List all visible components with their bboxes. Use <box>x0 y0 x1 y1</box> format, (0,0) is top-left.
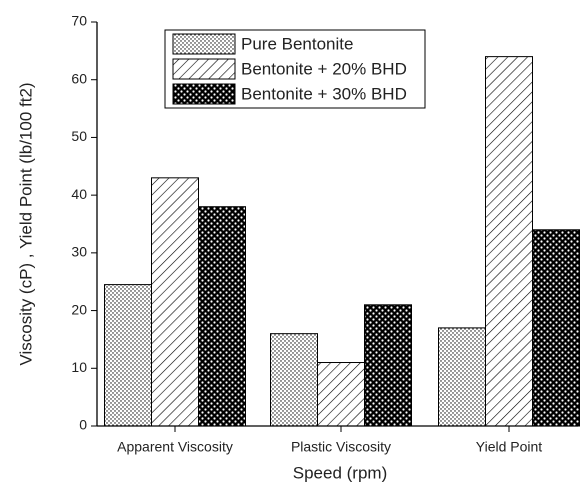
x-tick-label: Apparent Viscosity <box>117 439 233 455</box>
bar <box>198 206 246 427</box>
bar <box>532 229 580 427</box>
legend-swatch <box>172 83 236 105</box>
y-tick-label: 50 <box>71 128 87 144</box>
legend-label: Pure Bentonite <box>241 34 353 53</box>
legend-swatch <box>172 33 236 55</box>
x-axis-label: Speed (rpm) <box>293 463 387 482</box>
y-tick-label: 10 <box>71 359 87 375</box>
bar <box>364 304 412 427</box>
bar <box>104 284 152 427</box>
legend-label: Bentonite + 20% BHD <box>241 59 407 78</box>
legend-swatch <box>172 58 236 80</box>
y-tick-label: 0 <box>79 417 87 433</box>
y-tick-label: 70 <box>71 13 87 29</box>
bar <box>270 333 318 427</box>
y-tick-label: 40 <box>71 186 87 202</box>
bar <box>317 362 365 427</box>
x-tick-label: Plastic Viscosity <box>291 439 391 455</box>
bar <box>438 327 486 427</box>
bar <box>151 177 199 427</box>
y-tick-label: 60 <box>71 70 87 86</box>
y-tick-label: 20 <box>71 301 87 317</box>
bar <box>485 56 533 427</box>
legend-label: Bentonite + 30% BHD <box>241 84 407 103</box>
x-tick-label: Yield Point <box>476 439 543 455</box>
y-axis-label: Viscosity (cP) , Yield Point (lb/100 ft2… <box>16 82 35 365</box>
y-tick-label: 30 <box>71 244 87 260</box>
